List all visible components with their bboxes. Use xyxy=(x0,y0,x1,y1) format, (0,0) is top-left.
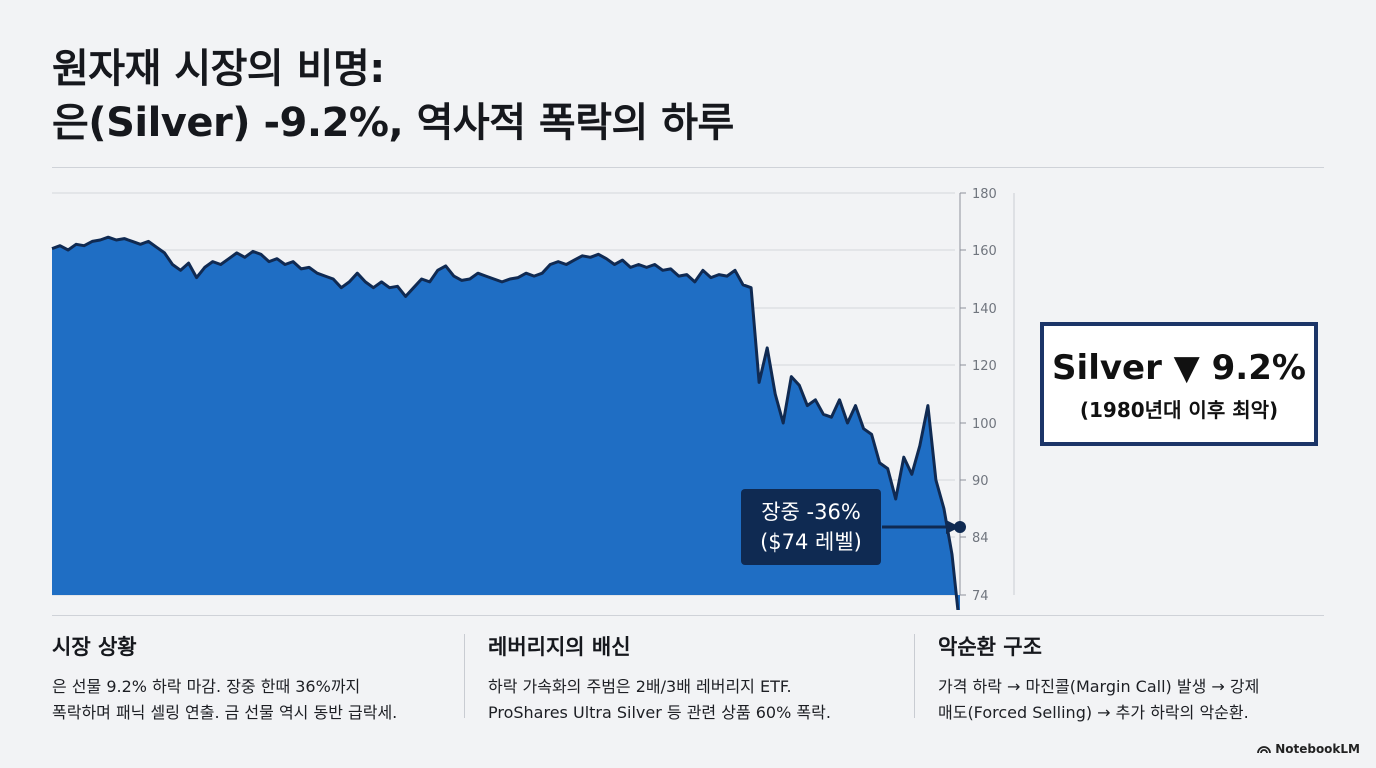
page-title: 원자재 시장의 비명: 은(Silver) -9.2%, 역사적 폭락의 하루 xyxy=(52,42,734,150)
end-point-marker xyxy=(954,521,966,533)
silver-drop-callout: Silver ▼ 9.2% (1980년대 이후 최악) xyxy=(1040,322,1318,446)
y-tick-label: 74 xyxy=(972,589,989,604)
section-body: 가격 하락 → 마진콜(Margin Call) 발생 → 강제 매도(Force… xyxy=(938,677,1260,722)
section-body: 은 선물 9.2% 하락 마감. 장중 한때 36%까지 폭락하며 패닉 셀링 연… xyxy=(52,677,398,722)
section-heading: 시장 상황 xyxy=(52,635,137,659)
section-divider xyxy=(52,615,1324,616)
section-leverage: 레버리지의 배신 하락 가속화의 주범은 2배/3배 레버리지 ETF. ProS… xyxy=(488,632,831,726)
section-body: 하락 가속화의 주범은 2배/3배 레버리지 ETF. ProShares Ult… xyxy=(488,677,831,722)
title-line-1: 원자재 시장의 비명: xyxy=(52,46,385,92)
y-tick-label: 90 xyxy=(972,474,989,489)
callout-main: Silver ▼ 9.2% xyxy=(1052,348,1306,388)
y-tick-label: 84 xyxy=(972,531,989,546)
section-heading: 악순환 구조 xyxy=(938,635,1042,659)
notebooklm-brand: NotebookLM xyxy=(1257,742,1360,756)
annotation-line-2: ($74 레벨) xyxy=(760,530,862,554)
silver-price-chart: 180 160 140 120 100 90 84 74 xyxy=(51,187,1015,610)
price-line xyxy=(51,235,960,610)
notebooklm-logo-icon xyxy=(1257,746,1272,754)
y-tick-label: 180 xyxy=(972,187,997,202)
section-heading: 레버리지의 배신 xyxy=(488,635,631,659)
section-vicious-cycle: 악순환 구조 가격 하락 → 마진콜(Margin Call) 발생 → 강제 매… xyxy=(938,632,1259,726)
column-divider xyxy=(464,634,465,718)
title-divider xyxy=(52,167,1324,168)
column-divider xyxy=(914,634,915,718)
y-tick-label: 100 xyxy=(972,417,997,432)
y-tick-label: 140 xyxy=(972,302,997,317)
price-area xyxy=(52,237,960,610)
callout-sub: (1980년대 이후 최악) xyxy=(1079,398,1279,422)
title-line-2: 은(Silver) -9.2%, 역사적 폭락의 하루 xyxy=(52,100,734,146)
y-tick-label: 160 xyxy=(972,244,997,259)
intraday-annotation: 장중 -36% ($74 레벨) xyxy=(741,489,881,565)
y-tick-label: 120 xyxy=(972,359,997,374)
section-market: 시장 상황 은 선물 9.2% 하락 마감. 장중 한때 36%까지 폭락하며 패… xyxy=(52,632,397,726)
annotation-line-1: 장중 -36% xyxy=(761,500,861,524)
arrow-head-icon xyxy=(946,520,960,534)
brand-label: NotebookLM xyxy=(1275,742,1360,756)
